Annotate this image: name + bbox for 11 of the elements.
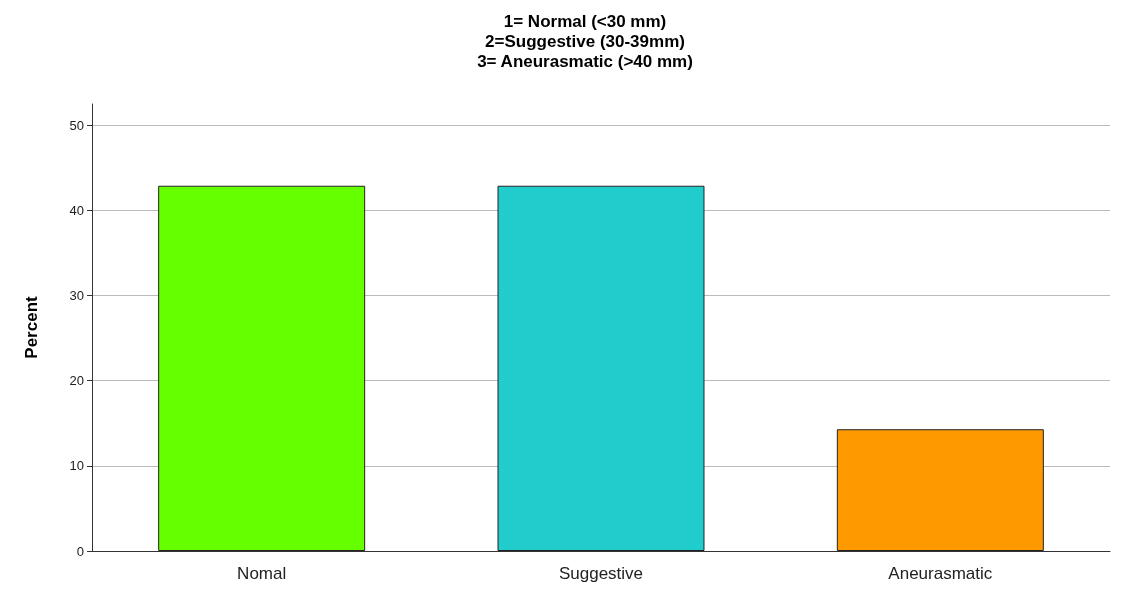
y-tick-label: 40 [69,202,84,218]
y-tick-label: 0 [76,543,84,559]
x-tick-label: Nomal [237,564,287,583]
chart-title: 1= Normal (<30 mm) 2=Suggestive (30-39mm) 3= Aneurasmatic (>40 mm) [477,11,693,71]
x-tick-label: Aneurasmatic [888,564,993,583]
x-tick-label: Suggestive [558,564,644,583]
y-tick-label: 30 [69,288,84,304]
y-tick-label: 20 [69,373,84,389]
y-tick-label: 50 [69,117,84,133]
y-tick-label: 10 [69,458,84,474]
y-axis-title: Percent [22,295,41,359]
